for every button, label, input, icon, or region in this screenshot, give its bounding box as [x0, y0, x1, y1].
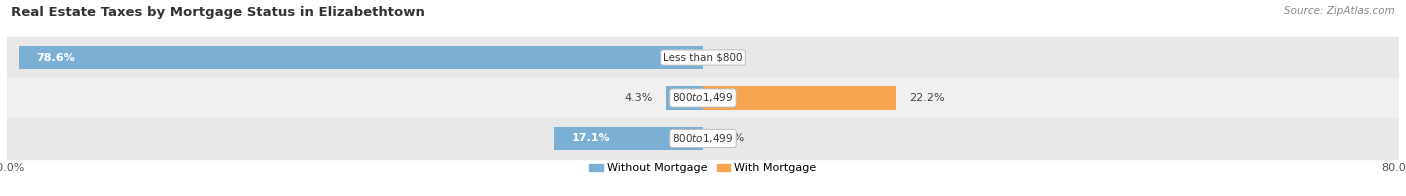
- Text: 0.0%: 0.0%: [716, 133, 744, 143]
- Bar: [7, 118, 1399, 159]
- Text: $800 to $1,499: $800 to $1,499: [672, 92, 734, 104]
- Text: $800 to $1,499: $800 to $1,499: [672, 132, 734, 145]
- Bar: [554, 127, 703, 150]
- Text: 4.3%: 4.3%: [624, 93, 652, 103]
- Legend: Without Mortgage, With Mortgage: Without Mortgage, With Mortgage: [585, 159, 821, 178]
- Bar: [7, 37, 1399, 78]
- Text: Real Estate Taxes by Mortgage Status in Elizabethtown: Real Estate Taxes by Mortgage Status in …: [11, 6, 425, 19]
- Bar: [20, 46, 703, 69]
- Text: 17.1%: 17.1%: [572, 133, 610, 143]
- Bar: [703, 86, 896, 110]
- Text: 22.2%: 22.2%: [910, 93, 945, 103]
- Text: Less than $800: Less than $800: [664, 53, 742, 63]
- Bar: [7, 78, 1399, 118]
- Text: Source: ZipAtlas.com: Source: ZipAtlas.com: [1284, 6, 1395, 16]
- Bar: [665, 86, 703, 110]
- Text: 0.0%: 0.0%: [716, 53, 744, 63]
- Text: 78.6%: 78.6%: [37, 53, 76, 63]
